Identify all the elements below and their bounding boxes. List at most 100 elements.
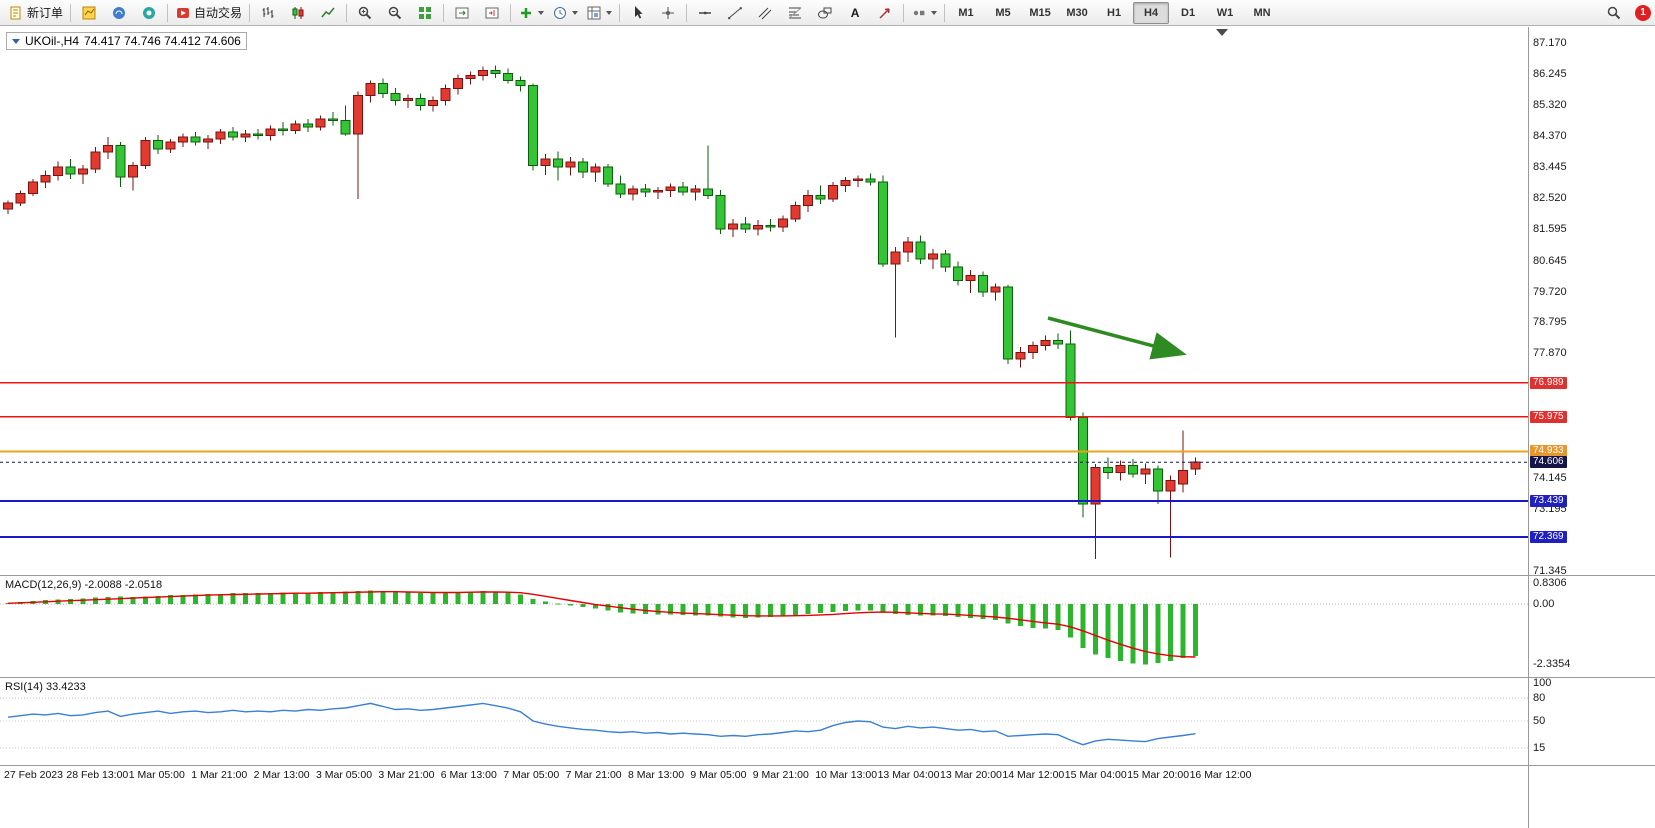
cursor-button[interactable] bbox=[623, 1, 653, 25]
dropdown-caret-icon bbox=[572, 10, 579, 15]
chart-window: UKOil-,H4 74.417 74.746 74.412 74.606 MA… bbox=[0, 27, 1655, 828]
toolbar-separator bbox=[686, 3, 688, 22]
time-axis[interactable]: 27 Feb 2023 28 Feb 13:00 1 Mar 05:00 1 Mar … bbox=[0, 766, 1528, 828]
rsi-indicator-label: RSI(14) 33.4233 bbox=[5, 681, 86, 693]
rsi-plot-area[interactable] bbox=[0, 679, 1528, 763]
toolbar-separator bbox=[510, 3, 512, 22]
price-badge-75.975: 75.975 bbox=[1530, 410, 1567, 423]
timeframe-d1[interactable]: D1 bbox=[1181, 6, 1196, 19]
price-scale-label: 81.595 bbox=[1533, 223, 1567, 236]
indicators-button[interactable] bbox=[514, 1, 548, 25]
toolbar-separator bbox=[167, 3, 169, 22]
price-scale-label: 77.870 bbox=[1533, 347, 1567, 360]
time-axis-label: 15 Mar 20:00 bbox=[1127, 769, 1190, 781]
toolbar-separator bbox=[944, 3, 946, 22]
time-axis-label: 13 Mar 04:00 bbox=[877, 769, 940, 781]
trendline-tool-button[interactable] bbox=[720, 1, 750, 25]
fibonacci-icon bbox=[788, 7, 802, 18]
price-scale-label: 87.170 bbox=[1533, 37, 1567, 49]
arrow-tool-button[interactable] bbox=[870, 1, 900, 25]
periods-button[interactable] bbox=[548, 1, 582, 25]
hline-tool-button[interactable] bbox=[690, 1, 720, 25]
timeframe-m1[interactable]: M1 bbox=[958, 6, 974, 19]
templates-button[interactable] bbox=[582, 1, 616, 25]
shapes-tool-button[interactable] bbox=[810, 1, 840, 25]
rsi-scale-label: 50 bbox=[1533, 715, 1546, 727]
notification-badge[interactable]: 1 bbox=[1635, 4, 1651, 21]
timeframe-w1[interactable]: W1 bbox=[1216, 6, 1234, 19]
price-scale-label: 84.370 bbox=[1533, 130, 1567, 143]
rsi-scale-label: 100 bbox=[1533, 676, 1552, 689]
one-click-trading-icon[interactable] bbox=[12, 38, 20, 44]
macd-scale-label: 0.00 bbox=[1533, 598, 1555, 611]
horizontal-line-icon bbox=[699, 11, 712, 14]
time-axis-label: 10 Mar 13:00 bbox=[815, 769, 878, 781]
notification-count: 1 bbox=[1640, 7, 1646, 18]
tile-windows-button[interactable] bbox=[410, 1, 440, 25]
zoom-in-icon bbox=[358, 6, 372, 19]
time-axis-label: 2 Mar 13:00 bbox=[253, 769, 310, 781]
timeframe-m15[interactable]: M15 bbox=[1029, 6, 1051, 19]
search-button[interactable] bbox=[1599, 1, 1629, 25]
chart-bars-button[interactable] bbox=[253, 1, 283, 25]
time-axis-label: 1 Mar 21:00 bbox=[191, 769, 248, 781]
rsi-scale-label: 15 bbox=[1533, 741, 1546, 754]
candlestick-chart-icon bbox=[292, 6, 304, 19]
timeframe-h1[interactable]: H1 bbox=[1107, 6, 1122, 19]
tile-windows-icon bbox=[419, 6, 432, 19]
objects-list-button[interactable] bbox=[907, 1, 941, 25]
channel-tool-button[interactable] bbox=[750, 1, 780, 25]
profiles-button[interactable] bbox=[104, 1, 134, 25]
autotrading-icon bbox=[177, 7, 190, 18]
new-order-button[interactable]: 新订单 bbox=[4, 1, 67, 25]
panel-separator[interactable] bbox=[0, 677, 1655, 678]
time-axis-label: 14 Mar 12:00 bbox=[1002, 769, 1065, 781]
chart-shift-button[interactable] bbox=[477, 1, 507, 25]
price-scale-label: 74.145 bbox=[1533, 471, 1567, 484]
toolbar-separator bbox=[70, 3, 72, 22]
time-axis-label: 13 Mar 20:00 bbox=[940, 769, 1002, 781]
time-axis-label: 8 Mar 13:00 bbox=[628, 769, 685, 781]
indicators-plus-icon bbox=[521, 7, 532, 18]
macd-plot-area[interactable] bbox=[0, 577, 1528, 675]
dropdown-caret-icon bbox=[538, 10, 545, 15]
ohlc-values: 74.417 74.746 74.412 74.606 bbox=[84, 34, 241, 48]
template-icon bbox=[587, 6, 601, 19]
price-scale[interactable]: 87.170 86.245 85.320 84.370 83.445 82.520 81.5… bbox=[1529, 27, 1655, 828]
fibonacci-tool-button[interactable] bbox=[780, 1, 810, 25]
price-badge-74.933: 74.933 bbox=[1530, 445, 1567, 458]
macd-scale-label: -2.3354 bbox=[1533, 658, 1571, 671]
toolbar-separator bbox=[346, 3, 348, 22]
strategy-tester-icon bbox=[143, 6, 156, 19]
timeframe-m30[interactable]: M30 bbox=[1066, 6, 1088, 19]
time-axis-label: 7 Mar 21:00 bbox=[565, 769, 622, 781]
new-chart-button[interactable] bbox=[74, 1, 104, 25]
autotrading-button[interactable]: 自动交易 bbox=[171, 1, 246, 25]
text-tool-button[interactable]: A bbox=[840, 1, 870, 25]
strategy-tester-button[interactable] bbox=[134, 1, 164, 25]
toolbar-right-group: 1 bbox=[1599, 1, 1651, 25]
auto-scroll-button[interactable] bbox=[447, 1, 477, 25]
timeframe-mn[interactable]: MN bbox=[1253, 6, 1271, 19]
price-scale-label: 78.795 bbox=[1533, 316, 1567, 329]
symbol-info-chip[interactable]: UKOil-,H4 74.417 74.746 74.412 74.606 bbox=[6, 32, 247, 50]
panel-separator[interactable] bbox=[0, 575, 1655, 576]
chart-line-button[interactable] bbox=[313, 1, 343, 25]
chart-candles-button[interactable] bbox=[283, 1, 313, 25]
price-scale-label: 86.245 bbox=[1533, 67, 1567, 80]
profiles-icon bbox=[113, 6, 126, 19]
timeframe-m5[interactable]: M5 bbox=[995, 6, 1011, 19]
main-chart-plot-area[interactable] bbox=[0, 27, 1528, 575]
zoom-out-button[interactable] bbox=[380, 1, 410, 25]
time-axis-label: 7 Mar 05:00 bbox=[503, 769, 560, 781]
crosshair-button[interactable] bbox=[653, 1, 683, 25]
panel-separator bbox=[0, 765, 1655, 766]
timeframe-h4[interactable]: H4 bbox=[1133, 1, 1170, 24]
toolbar-separator bbox=[249, 3, 251, 22]
time-axis-label: 1 Mar 05:00 bbox=[128, 769, 185, 781]
time-axis-label: 3 Mar 21:00 bbox=[378, 769, 435, 781]
price-scale-label: 82.520 bbox=[1533, 192, 1567, 205]
price-badge-73.439: 73.439 bbox=[1530, 495, 1567, 508]
objects-icon bbox=[913, 10, 925, 15]
zoom-in-button[interactable] bbox=[350, 1, 380, 25]
